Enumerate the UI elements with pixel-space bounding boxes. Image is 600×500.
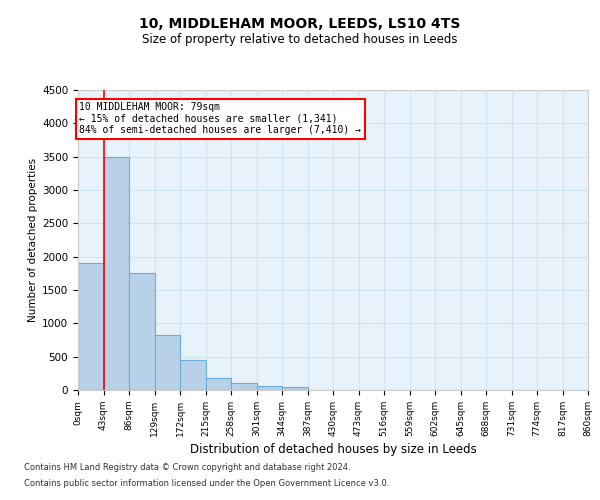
- Text: 10, MIDDLEHAM MOOR, LEEDS, LS10 4TS: 10, MIDDLEHAM MOOR, LEEDS, LS10 4TS: [139, 18, 461, 32]
- Bar: [180, 360, 205, 390]
- Bar: [282, 388, 308, 390]
- X-axis label: Distribution of detached houses by size in Leeds: Distribution of detached houses by size …: [190, 443, 476, 456]
- Text: Contains public sector information licensed under the Open Government Licence v3: Contains public sector information licen…: [24, 478, 389, 488]
- Bar: [78, 264, 104, 390]
- Text: Size of property relative to detached houses in Leeds: Size of property relative to detached ho…: [142, 32, 458, 46]
- Bar: [231, 384, 257, 390]
- Bar: [257, 386, 282, 390]
- Bar: [205, 378, 231, 390]
- Bar: [155, 334, 180, 390]
- Text: 10 MIDDLEHAM MOOR: 79sqm
← 15% of detached houses are smaller (1,341)
84% of sem: 10 MIDDLEHAM MOOR: 79sqm ← 15% of detach…: [79, 102, 361, 135]
- Text: Contains HM Land Registry data © Crown copyright and database right 2024.: Contains HM Land Registry data © Crown c…: [24, 464, 350, 472]
- Bar: [129, 274, 155, 390]
- Bar: [104, 156, 129, 390]
- Y-axis label: Number of detached properties: Number of detached properties: [28, 158, 38, 322]
